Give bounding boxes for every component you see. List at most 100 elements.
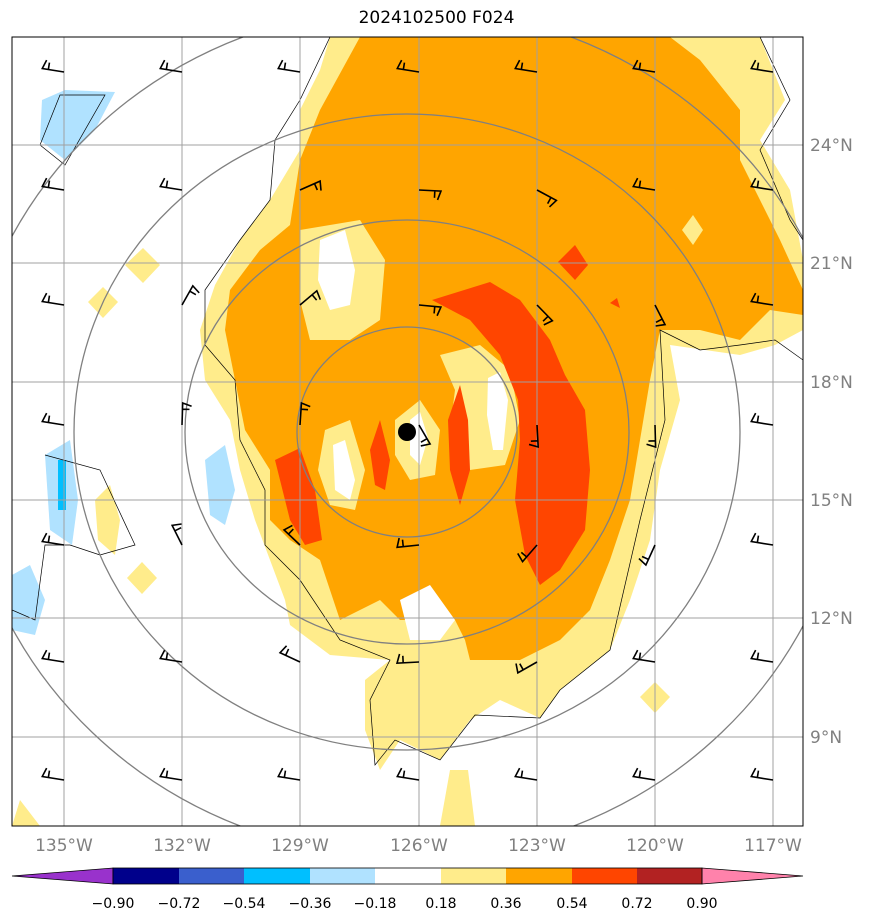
wind-barbs <box>41 59 774 781</box>
colorbar-frame <box>112 867 703 885</box>
lon-tick-labels: 135°W 132°W 129°W 126°W 123°W 120°W 117°… <box>35 836 802 856</box>
contour-fill-red-orange-4 <box>275 448 322 545</box>
wind-barb <box>159 767 183 781</box>
range-ring-3 <box>73 113 741 751</box>
wind-barb <box>632 649 656 663</box>
colorbar-label: 0.36 <box>490 896 521 912</box>
range-ring-2 <box>184 219 630 645</box>
wind-barb <box>299 289 322 306</box>
colorbar-label: −0.90 <box>92 896 135 912</box>
wind-barb <box>418 189 443 201</box>
colorbar-label: −0.18 <box>354 896 397 912</box>
wind-barb <box>536 304 554 326</box>
lat-tick-labels: 24°N 21°N 18°N 15°N 12°N 9°N <box>810 136 853 748</box>
wind-barb <box>646 424 657 449</box>
wind-barb <box>396 59 420 73</box>
lat-tick-label: 12°N <box>810 609 853 629</box>
map-title: 2024102500 F024 <box>358 8 515 28</box>
wind-barb <box>299 179 322 191</box>
colorbar-segment <box>179 868 244 884</box>
wind-barb <box>278 645 301 663</box>
wind-barb <box>181 284 200 306</box>
lon-tick-label: 123°W <box>508 836 566 856</box>
wind-barb <box>396 537 420 549</box>
contour-fill-white-hole-2 <box>487 372 508 450</box>
wind-barb <box>750 177 774 191</box>
wind-barb <box>41 412 65 426</box>
contour-fill-red-orange-2 <box>448 385 470 505</box>
contour-fill-white-hole-5 <box>400 585 455 640</box>
contour-fill-patch-4 <box>127 562 157 594</box>
contour-fill-red-orange-6 <box>610 298 620 308</box>
contour-fill-red-orange-1 <box>432 282 590 585</box>
wind-barb <box>632 177 656 191</box>
lon-tick-label: 135°W <box>35 836 93 856</box>
colorbar-labels: −0.90 −0.72 −0.54 −0.36 −0.18 0.18 0.36 … <box>92 896 718 912</box>
wind-barb <box>41 767 65 781</box>
contour-line-4 <box>12 454 136 621</box>
wind-barb <box>41 532 65 546</box>
colorbar-label: 0.54 <box>556 896 587 912</box>
wind-barb <box>41 649 65 663</box>
wind-barb <box>632 59 656 73</box>
colorbar-segment <box>637 868 702 884</box>
colorbar-label: 0.90 <box>686 896 717 912</box>
contour-fill-blue-3 <box>58 460 66 510</box>
wind-barb <box>282 524 301 546</box>
wind-barb <box>632 767 656 781</box>
lat-tick-label: 24°N <box>810 136 853 156</box>
contour-fill-patch-7 <box>440 770 475 826</box>
contour-line-1 <box>204 37 803 766</box>
map-frame <box>11 36 804 827</box>
wind-barb <box>750 292 774 306</box>
colorbar-label: 0.18 <box>425 896 456 912</box>
colorbar-label: 0.72 <box>621 896 652 912</box>
colorbar-extend-low <box>11 867 114 885</box>
lon-tick-label: 132°W <box>153 836 211 856</box>
lon-tick-label: 120°W <box>626 836 684 856</box>
colorbar-segment <box>375 868 441 884</box>
wind-barb <box>418 424 432 447</box>
colorbar-label: −0.54 <box>223 896 266 912</box>
wind-barb <box>277 767 301 781</box>
wind-barb <box>41 177 65 191</box>
contour-fill-white-hole-4 <box>333 440 355 500</box>
contour-fill-patch-1 <box>125 248 160 283</box>
lat-tick-label: 18°N <box>810 373 853 393</box>
wind-barb <box>170 523 183 546</box>
colorbar-label: −0.72 <box>158 896 201 912</box>
wind-barb <box>159 59 183 73</box>
wind-barb <box>654 304 667 327</box>
wind-barb <box>181 401 192 426</box>
lon-tick-label: 129°W <box>271 836 329 856</box>
colorbar-segment <box>244 868 310 884</box>
wind-barb <box>517 544 538 563</box>
wind-barb <box>750 532 774 546</box>
wind-barb <box>515 661 538 675</box>
contour-line-2 <box>759 37 803 241</box>
colorbar-segment <box>506 868 572 884</box>
wind-barb <box>395 653 420 665</box>
colorbar-segment <box>572 868 637 884</box>
contour-lines <box>12 37 803 766</box>
colorbar-segment <box>113 868 179 884</box>
wind-barb <box>750 412 774 426</box>
wind-barb <box>514 59 538 73</box>
colorbar <box>11 867 804 885</box>
wind-barb <box>638 544 656 567</box>
storm-center-marker <box>398 423 416 441</box>
contour-fill-blue-4 <box>205 445 235 525</box>
lon-tick-label: 117°W <box>744 836 802 856</box>
colorbar-extend-high <box>701 867 804 885</box>
wind-barb <box>418 304 443 317</box>
contour-fills <box>12 37 803 826</box>
range-ring-1 <box>296 326 518 538</box>
lon-tick-label: 126°W <box>390 836 448 856</box>
contour-fill-red-orange-3 <box>370 420 390 490</box>
colorbar-segment <box>310 868 375 884</box>
map-grid <box>12 37 803 826</box>
contour-fill-blue-5 <box>12 565 45 635</box>
contour-fill-blue-1 <box>40 90 115 160</box>
wind-barb <box>750 59 774 73</box>
